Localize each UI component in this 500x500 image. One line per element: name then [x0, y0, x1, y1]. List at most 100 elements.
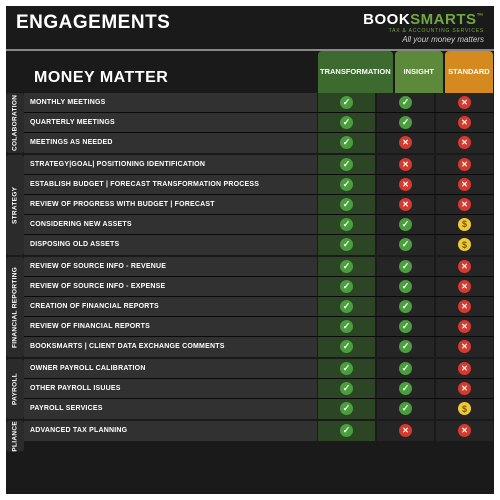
check-icon [340, 320, 353, 333]
header: ENGAGEMENTS BOOKSMARTS™ TAX & ACCOUNTING… [6, 6, 494, 51]
cell [377, 155, 434, 174]
check-icon [399, 280, 412, 293]
category-label: PLIANCE [6, 421, 24, 452]
cell [318, 215, 375, 234]
section-rows: OWNER PAYROLL CALIBRATIONOTHER PAYROLL I… [24, 359, 494, 419]
col-header-standard: STANDARD [445, 51, 493, 93]
check-icon [340, 402, 353, 415]
cell [377, 421, 434, 441]
cross-icon [399, 178, 412, 191]
check-icon [340, 136, 353, 149]
logo-tm: ™ [477, 13, 485, 20]
cross-icon [458, 320, 471, 333]
table-section: FINANCIAL REPORTINGREVIEW OF SOURCE INFO… [6, 257, 494, 357]
row-label: REVIEW OF SOURCE INFO - REVENUE [24, 257, 317, 276]
row-cells [317, 113, 494, 132]
cell [377, 93, 434, 112]
table-body: COLABORATIONMONTHLY MEETINGSQUARTERLY ME… [6, 93, 494, 452]
column-headers: TRANSFORMATION INSIGHT STANDARD [317, 51, 494, 93]
table-section: STRATEGYSTRATEGY|GOAL| POSITIONING IDENT… [6, 155, 494, 255]
cell [436, 93, 493, 112]
row-cells [317, 399, 494, 419]
section-rows: REVIEW OF SOURCE INFO - REVENUEREVIEW OF… [24, 257, 494, 357]
row-cells [317, 155, 494, 174]
row-cells [317, 359, 494, 378]
cell [436, 235, 493, 255]
row-label: QUARTERLY MEETINGS [24, 113, 317, 132]
row-label: REVIEW OF FINANCIAL REPORTS [24, 317, 317, 336]
row-cells [317, 337, 494, 357]
row-label: STRATEGY|GOAL| POSITIONING IDENTIFICATIO… [24, 155, 317, 174]
table-header-row: MONEY MATTER TRANSFORMATION INSIGHT STAN… [6, 51, 494, 93]
row-cells [317, 235, 494, 255]
cell [377, 379, 434, 398]
cell [377, 317, 434, 336]
cell [436, 175, 493, 194]
cell [436, 113, 493, 132]
row-cells [317, 175, 494, 194]
row-label: CONSIDERING NEW ASSETS [24, 215, 317, 234]
check-icon [340, 424, 353, 437]
cell [436, 337, 493, 357]
cross-icon [458, 260, 471, 273]
row-label: BOOKSMARTS | CLIENT DATA EXCHANGE COMMEN… [24, 337, 317, 357]
table-row: STRATEGY|GOAL| POSITIONING IDENTIFICATIO… [24, 155, 494, 175]
cell [436, 195, 493, 214]
table-row: REVIEW OF FINANCIAL REPORTS [24, 317, 494, 337]
section-rows: STRATEGY|GOAL| POSITIONING IDENTIFICATIO… [24, 155, 494, 255]
table-row: REVIEW OF SOURCE INFO - REVENUE [24, 257, 494, 277]
logo-tagline: All your money matters [363, 36, 484, 45]
cross-icon [458, 96, 471, 109]
cell [436, 257, 493, 276]
row-label: OWNER PAYROLL CALIBRATION [24, 359, 317, 378]
check-icon [399, 320, 412, 333]
col-header-transformation: TRANSFORMATION [318, 51, 393, 93]
cell [377, 257, 434, 276]
check-icon [340, 96, 353, 109]
check-icon [399, 402, 412, 415]
check-icon [340, 218, 353, 231]
cell [377, 399, 434, 419]
category-label: COLABORATION [6, 93, 24, 153]
cross-icon [458, 424, 471, 437]
row-cells [317, 133, 494, 153]
cell [377, 337, 434, 357]
cell [436, 421, 493, 441]
check-icon [340, 260, 353, 273]
row-label: REVIEW OF SOURCE INFO - EXPENSE [24, 277, 317, 296]
cell [318, 113, 375, 132]
check-icon [340, 178, 353, 191]
cell [377, 235, 434, 255]
cell [318, 175, 375, 194]
cell [436, 317, 493, 336]
table-row: CONSIDERING NEW ASSETS [24, 215, 494, 235]
table-section: COLABORATIONMONTHLY MEETINGSQUARTERLY ME… [6, 93, 494, 153]
check-icon [399, 260, 412, 273]
cell [436, 215, 493, 234]
cell [377, 133, 434, 153]
cell [318, 317, 375, 336]
cell [318, 155, 375, 174]
row-label: ADVANCED TAX PLANNING [24, 421, 317, 441]
table-row: PAYROLL SERVICES [24, 399, 494, 419]
check-icon [340, 238, 353, 251]
cell [318, 421, 375, 441]
cell [436, 379, 493, 398]
cross-icon [458, 280, 471, 293]
cell [377, 297, 434, 316]
category-label: FINANCIAL REPORTING [6, 257, 24, 357]
row-cells [317, 215, 494, 234]
table-row: OWNER PAYROLL CALIBRATION [24, 359, 494, 379]
cell [377, 113, 434, 132]
row-cells [317, 379, 494, 398]
cross-icon [399, 158, 412, 171]
row-cells [317, 317, 494, 336]
cross-icon [458, 300, 471, 313]
table-row: DISPOSING OLD ASSETS [24, 235, 494, 255]
logo-subtitle: TAX & ACCOUNTING SERVICES [363, 29, 484, 35]
cross-icon [399, 136, 412, 149]
check-icon [340, 382, 353, 395]
cross-icon [458, 382, 471, 395]
check-icon [340, 198, 353, 211]
cell [318, 399, 375, 419]
